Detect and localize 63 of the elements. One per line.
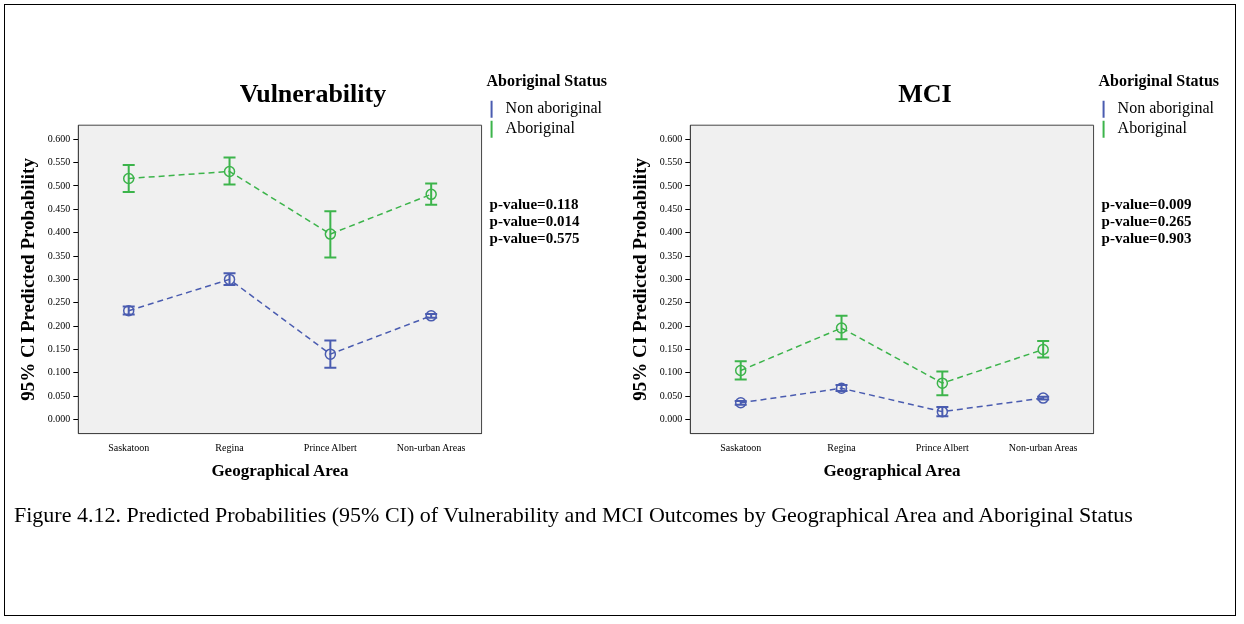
x-tick-label: Non-urban Areas xyxy=(396,442,466,454)
x-tick-label: Regina xyxy=(827,442,857,454)
y-tick-label: 0.400 xyxy=(659,226,683,238)
y-tick-label: 0.450 xyxy=(659,202,683,214)
y-tick-label: 0.000 xyxy=(47,413,71,425)
y-tick-label: 0.100 xyxy=(659,366,683,378)
y-tick-label: 0.500 xyxy=(47,179,71,191)
y-tick-label: 0.450 xyxy=(47,202,71,214)
x-tick-label: Non-urban Areas xyxy=(1008,442,1078,454)
y-tick-label: 0.600 xyxy=(47,132,71,144)
y-tick-label: 0.250 xyxy=(659,296,683,308)
y-tick-label: 0.550 xyxy=(659,156,683,168)
x-tick-label: Prince Albert xyxy=(303,442,358,454)
y-tick-label: 0.200 xyxy=(47,319,71,331)
point xyxy=(734,397,747,409)
y-tick-label: 0.200 xyxy=(659,319,683,331)
text: p-value=0.575 xyxy=(489,229,580,246)
point xyxy=(1037,392,1049,404)
legend-title: Aboriginal Status xyxy=(1098,72,1220,91)
x-tick-label: Regina xyxy=(215,442,245,454)
text: p-value=0.903 xyxy=(1101,229,1192,246)
point xyxy=(425,188,437,201)
y-tick-label: 0.300 xyxy=(659,273,683,285)
chart-title: Vulnerability xyxy=(239,79,387,109)
legend-label: Non aboriginal xyxy=(505,99,603,118)
y-tick-label: 0.100 xyxy=(47,366,71,378)
point xyxy=(223,165,236,178)
point xyxy=(324,228,337,240)
text: p-value=0.009 xyxy=(1101,195,1192,212)
y-tick-label: 0.300 xyxy=(47,273,71,285)
y-tick-label: 0.400 xyxy=(47,226,71,238)
caption: Figure 4.12. Predicted Probabilities (95% CI) of Vulnerability and MCI Outcomes by Geographical Area and Aboriginal Status xyxy=(14,501,1134,529)
y-tick-label: 0.250 xyxy=(47,296,71,308)
y-tick-label: 0.150 xyxy=(659,343,683,355)
legend-label: Aboriginal xyxy=(505,119,576,138)
y-axis-title: 95% CI Predicted Probability xyxy=(17,157,39,401)
point xyxy=(324,348,337,360)
legend-title: Aboriginal Status xyxy=(486,72,608,91)
legend-label: Aboriginal xyxy=(1117,119,1188,138)
y-tick-label: 0.050 xyxy=(659,389,683,401)
x-tick-label: Saskatoon xyxy=(108,442,150,454)
point xyxy=(936,377,949,389)
x-tick-label: Prince Albert xyxy=(915,442,970,454)
y-tick-label: 0.550 xyxy=(47,156,71,168)
x-axis-title: Geographical Area xyxy=(211,461,349,481)
x-axis-title: Geographical Area xyxy=(823,461,961,481)
y-tick-label: 0.350 xyxy=(47,249,71,261)
x-tick-label: Saskatoon xyxy=(720,442,762,454)
text: p-value=0.118 xyxy=(489,195,579,212)
text: p-value=0.265 xyxy=(1101,212,1192,229)
point xyxy=(122,172,135,185)
point xyxy=(425,310,437,322)
point xyxy=(835,322,848,334)
chart-title: MCI xyxy=(898,79,952,109)
y-tick-label: 0.000 xyxy=(659,413,683,425)
y-tick-label: 0.500 xyxy=(659,179,683,191)
text: p-value=0.014 xyxy=(489,212,580,229)
legend-label: Non aboriginal xyxy=(1117,99,1215,118)
y-tick-label: 0.050 xyxy=(47,389,71,401)
y-tick-label: 0.150 xyxy=(47,343,71,355)
y-axis-title: 95% CI Predicted Probability xyxy=(629,157,651,401)
y-tick-label: 0.350 xyxy=(659,249,683,261)
y-tick-label: 0.600 xyxy=(659,132,683,144)
